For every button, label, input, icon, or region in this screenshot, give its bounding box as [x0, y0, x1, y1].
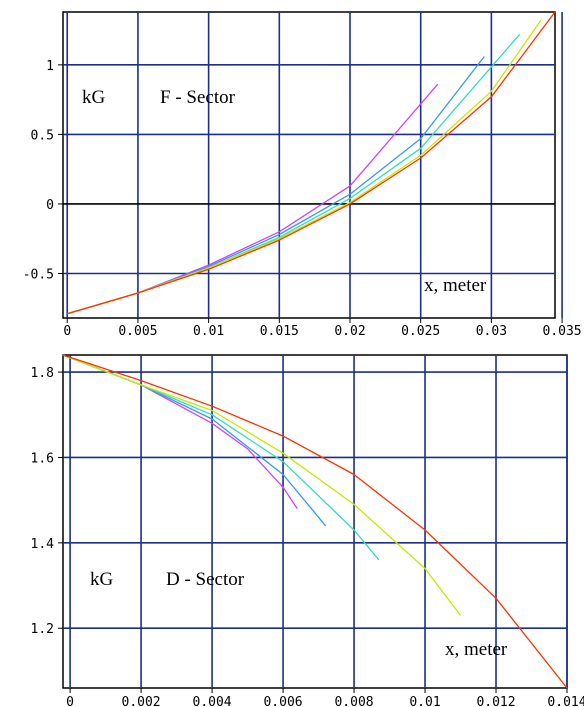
x-tick-label: 0.012: [476, 695, 515, 707]
chart-f-sector: 0 0.005 0.01 0.015 0.02 0.025 0.03 0.035 -0.5 0 0.…: [23, 11, 582, 339]
series-line-5: [67, 11, 556, 315]
x-tick-label: 0.015: [260, 324, 299, 339]
x-tick-label: 0.03: [476, 324, 507, 339]
x-tick-label: 0: [63, 324, 71, 339]
plot-frame: [62, 11, 556, 319]
x-tick-label: 0.004: [193, 695, 232, 707]
x-tick-label: 0.02: [334, 324, 365, 339]
unit-label: kG: [82, 87, 106, 108]
x-tick-label: 0: [66, 695, 74, 707]
unit-label: kG: [90, 569, 114, 590]
x-tick-label: 0.008: [334, 695, 373, 707]
x-tick-label: 0.01: [193, 324, 224, 339]
series-line-2: [67, 56, 485, 315]
y-tick-label: 1: [46, 59, 54, 74]
sector-label: D - Sector: [166, 569, 245, 590]
x-tick-label: 0.014: [547, 695, 584, 707]
series-line-4: [62, 354, 462, 616]
y-tick-label: 1.2: [31, 622, 54, 637]
series-line-3: [67, 33, 521, 315]
y-tick-label: 0: [46, 198, 54, 213]
x-axis-label: x, meter: [445, 639, 508, 660]
series-line-2: [62, 354, 327, 527]
x-axis-label: x, meter: [424, 275, 487, 296]
x-tick-label: 0.025: [401, 324, 440, 339]
series-line-1: [67, 83, 439, 315]
y-tick-label: 1.8: [31, 366, 54, 381]
x-tick-label: 0.006: [263, 695, 302, 707]
chart-d-sector: 0 0.002 0.004 0.006 0.008 0.01 0.012 0.014 1.2 1.…: [31, 354, 584, 707]
x-tick-label: 0.01: [409, 695, 440, 707]
sector-label: F - Sector: [160, 87, 236, 108]
y-tick-label: -0.5: [23, 267, 54, 282]
x-tick-label: 0.005: [118, 324, 157, 339]
y-tick-label: 1.6: [31, 451, 54, 466]
y-tick-label: 0.5: [31, 128, 54, 143]
y-tick-label: 1.4: [31, 537, 55, 552]
series-line-1: [62, 354, 298, 510]
series-line-5: [62, 354, 568, 689]
x-tick-label: 0.002: [122, 695, 161, 707]
x-tick-label: 0.035: [542, 324, 581, 339]
